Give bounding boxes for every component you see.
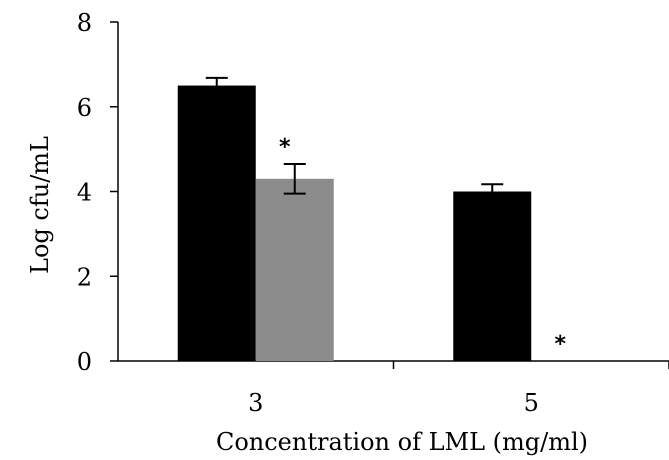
y-axis-label: Log cfu/mL [26,136,54,274]
x-tick-label: 5 [524,389,539,417]
significance-marker: * [554,332,566,357]
bar-3-s2 [255,178,334,361]
y-tick-label: 4 [77,179,92,207]
bar-5-s1 [453,191,532,361]
y-tick-label: 0 [77,348,92,376]
significance-marker: * [279,135,291,160]
y-tick-label: 2 [77,263,92,291]
x-tick-label: 3 [248,389,263,417]
bar-3-s1 [177,85,256,361]
x-axis-label: Concentration of LML (mg/ml) [216,428,588,456]
y-tick-label: 8 [77,9,92,37]
y-tick-label: 6 [77,94,92,122]
plot-area: 0 2 4 6 8 3 5 * * [77,9,669,417]
